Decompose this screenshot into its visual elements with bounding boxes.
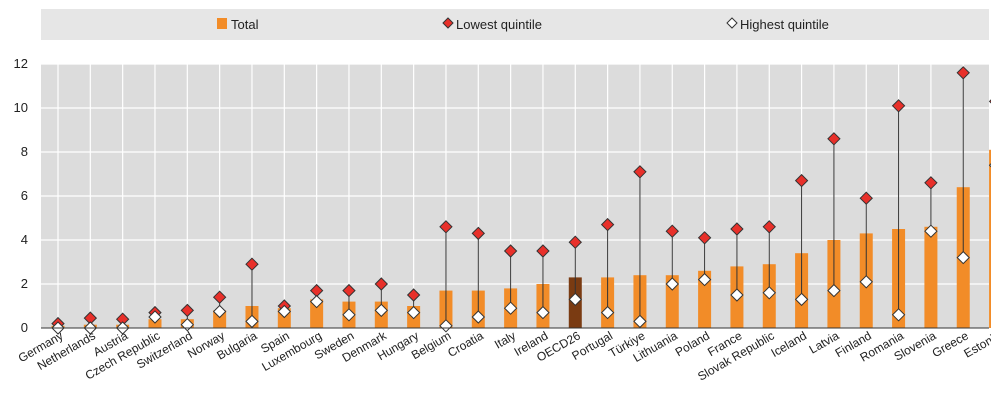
marker-lowest-quintile xyxy=(212,290,227,304)
marker-highest-quintile xyxy=(148,310,162,324)
marker-lowest-quintile xyxy=(956,66,970,80)
marker-highest-quintile xyxy=(891,308,906,322)
marker-highest-quintile xyxy=(212,304,227,319)
marker-highest-quintile xyxy=(406,305,421,320)
legend-marker-lowest xyxy=(442,17,454,29)
bar-total xyxy=(989,149,991,328)
marker-highest-quintile xyxy=(245,314,259,329)
marker-lowest-quintile xyxy=(342,283,356,298)
marker-highest-quintile xyxy=(633,314,647,329)
y-tick-label: 0 xyxy=(21,320,28,335)
bar-total xyxy=(310,299,324,328)
marker-highest-quintile xyxy=(794,292,809,307)
marker-highest-quintile xyxy=(762,286,776,300)
marker-highest-quintile xyxy=(730,288,744,302)
marker-highest-quintile xyxy=(568,292,582,307)
marker-highest-quintile xyxy=(827,283,841,298)
marker-highest-quintile xyxy=(471,310,485,324)
marker-lowest-quintile xyxy=(794,173,809,188)
marker-lowest-quintile xyxy=(471,226,485,241)
marker-lowest-quintile xyxy=(827,132,841,146)
marker-highest-quintile xyxy=(665,277,679,291)
marker-highest-quintile xyxy=(536,305,550,320)
marker-lowest-quintile xyxy=(730,222,744,236)
marker-lowest-quintile xyxy=(568,235,582,249)
marker-highest-quintile xyxy=(956,250,970,265)
y-axis: 0 2 4 6 8 10 12 xyxy=(14,56,28,335)
bars xyxy=(51,149,991,328)
marker-highest-quintile xyxy=(503,301,518,315)
y-tick-label: 4 xyxy=(21,232,28,247)
x-tick-label: Iceland xyxy=(769,328,810,359)
marker-highest-quintile xyxy=(600,305,615,320)
legend-marker-highest xyxy=(726,17,738,29)
marker-lowest-quintile xyxy=(503,244,518,258)
marker-highest-quintile xyxy=(374,303,389,318)
marker-lowest-quintile xyxy=(536,244,550,258)
legend-background xyxy=(41,9,989,40)
marker-lowest-quintile xyxy=(633,165,647,179)
marker-highest-quintile xyxy=(277,304,292,319)
legend: Total Lowest quintile Highest quintile xyxy=(41,9,989,40)
legend-swatch-total xyxy=(217,18,227,29)
legend-label-highest: Highest quintile xyxy=(740,17,829,32)
bar-total xyxy=(924,226,938,328)
marker-highest-quintile xyxy=(859,275,873,289)
marker-highest-quintile xyxy=(309,294,324,309)
marker-lowest-quintile xyxy=(439,220,453,234)
marker-highest-quintile xyxy=(697,272,712,287)
range-lines xyxy=(57,72,964,328)
marker-lowest-quintile xyxy=(374,277,389,291)
x-tick-label: Croatia xyxy=(445,328,486,360)
y-tick-label: 2 xyxy=(21,276,28,291)
marker-lowest-quintile xyxy=(697,231,712,245)
marker-lowest-quintile xyxy=(600,217,615,232)
marker-lowest-quintile xyxy=(180,303,195,318)
marker-lowest-quintile xyxy=(891,99,906,113)
grid xyxy=(41,63,989,328)
legend-label-total: Total xyxy=(231,17,259,32)
marker-lowest-quintile xyxy=(665,224,679,238)
legend-label-lowest: Lowest quintile xyxy=(456,17,542,32)
marker-highest-quintile xyxy=(439,319,453,333)
marker-highest-quintile xyxy=(342,308,356,322)
y-tick-label: 10 xyxy=(14,100,28,115)
x-tick-label: Poland xyxy=(673,328,712,359)
y-tick-label: 12 xyxy=(14,56,28,71)
markers xyxy=(51,66,991,335)
marker-lowest-quintile xyxy=(762,220,776,234)
y-tick-label: 8 xyxy=(21,144,28,159)
y-tick-label: 6 xyxy=(21,188,28,203)
marker-highest-quintile xyxy=(924,224,938,238)
marker-lowest-quintile xyxy=(859,191,873,205)
marker-lowest-quintile xyxy=(406,288,421,302)
bar-total xyxy=(665,275,679,328)
marker-lowest-quintile xyxy=(924,176,938,190)
marker-lowest-quintile xyxy=(245,257,259,271)
bar-total xyxy=(698,270,712,328)
